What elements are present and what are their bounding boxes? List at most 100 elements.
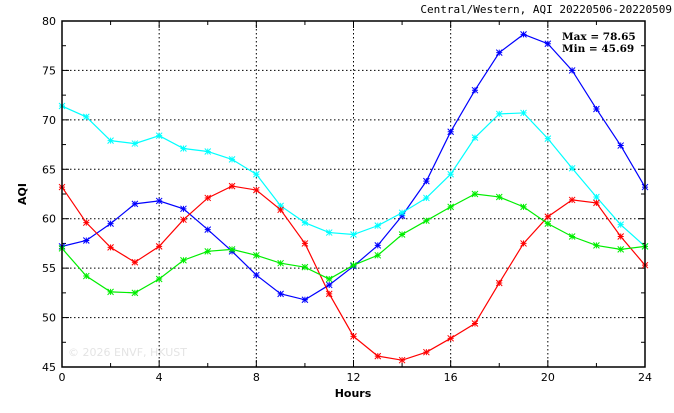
data-point [568,233,576,240]
data-point [593,199,600,207]
data-point [228,246,236,253]
data-point [325,281,333,289]
data-point [228,156,236,163]
data-point [398,209,406,217]
y-tick-label: 70 [42,114,56,127]
min-annotation: Min = 45.69 [562,43,634,55]
data-point [398,231,406,238]
data-point [374,251,382,259]
data-point [350,333,357,340]
data-point [107,137,114,144]
y-tick-label: 45 [42,361,56,374]
x-tick-label: 4 [156,371,163,384]
x-tick-label: 20 [541,371,555,384]
data-point [204,226,212,233]
data-point [520,109,527,117]
y-tick-label: 65 [42,163,56,176]
data-point [325,290,333,298]
y-tick-label: 80 [42,15,56,28]
data-point [252,186,260,194]
data-point [471,134,479,142]
y-tick-label: 60 [42,213,56,226]
data-point [277,202,284,210]
data-point [325,229,333,236]
data-point [423,348,430,356]
data-point [131,140,139,147]
x-tick-label: 0 [59,371,66,384]
data-point [204,194,212,202]
data-point [423,217,430,225]
data-point [544,40,552,48]
data-point [593,105,600,113]
data-point [131,200,139,208]
data-point [447,128,455,136]
chart-title: Central/Western, AQI 20220506-20220509 [420,3,672,16]
data-point [301,263,309,271]
data-point [82,272,90,280]
y-axis-label: AQI [16,183,29,205]
data-point [228,182,236,190]
series-cyan [58,102,649,250]
max-annotation: Max = 78.65 [562,31,636,43]
data-point [520,30,527,38]
data-point [82,237,90,244]
data-point [423,177,430,185]
data-point [131,258,139,266]
data-point [277,290,284,298]
data-point [277,259,284,267]
data-point [107,288,114,296]
data-point [350,231,357,238]
y-tick-label: 50 [42,312,56,325]
data-point [495,279,503,287]
data-point [180,256,187,264]
data-point [252,251,260,259]
data-point [520,203,527,211]
data-point [568,67,576,74]
data-point [447,170,455,178]
x-tick-label: 24 [638,371,652,384]
data-point [471,190,479,198]
data-point [107,220,114,228]
data-point [471,86,479,94]
data-point [155,197,163,205]
data-point [544,220,552,228]
data-point [277,206,284,214]
data-point [617,142,625,149]
data-point [617,233,625,240]
data-point [495,193,503,201]
plot-frame [61,20,646,368]
data-point [398,356,406,364]
data-point [495,110,503,118]
data-point [447,203,455,211]
data-point [180,145,187,152]
data-point [204,148,212,155]
data-point [447,334,455,342]
data-point [568,196,576,204]
x-tick-label: 16 [444,371,458,384]
data-point [495,49,503,56]
data-point [350,261,357,269]
data-point [180,216,187,224]
data-point [544,213,552,221]
data-point [82,219,90,227]
watermark: © 2026 ENVF, HKUST [68,346,187,359]
data-point [252,271,260,279]
x-tick-label: 12 [347,371,361,384]
data-point [520,240,527,247]
data-point [568,164,576,172]
data-point [155,243,163,250]
data-point [82,113,90,121]
x-tick-label: 8 [253,371,260,384]
data-point [374,242,382,249]
data-point [423,194,430,202]
data-point [301,219,309,227]
y-tick-label: 75 [42,64,56,77]
data-point [204,247,212,255]
data-point [325,275,333,283]
data-point [301,240,309,247]
series-red [58,182,649,364]
data-point [374,222,382,229]
data-point [107,244,114,251]
data-point [374,352,382,360]
data-point [471,320,479,327]
